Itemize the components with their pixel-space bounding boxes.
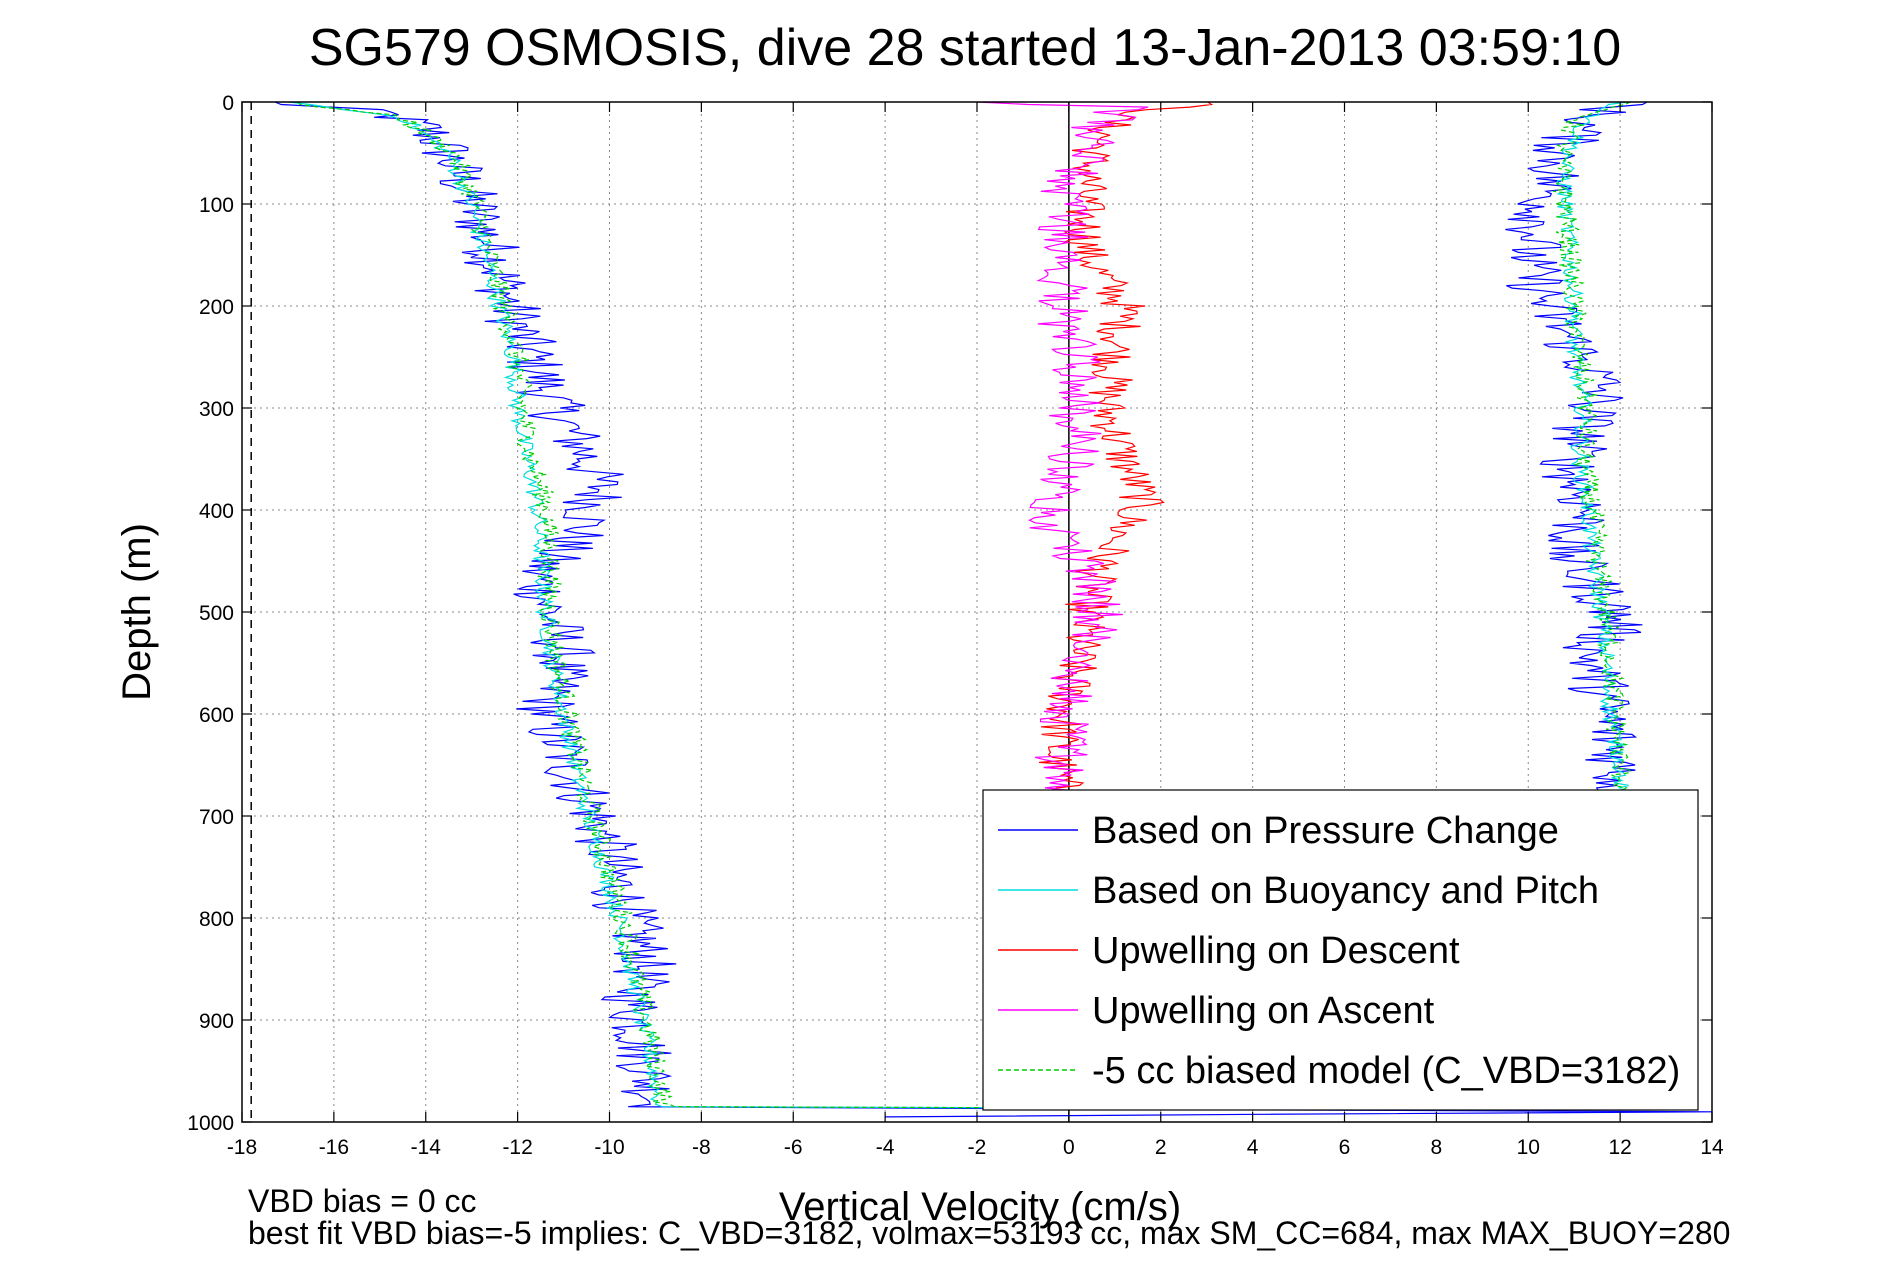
- y-tick-label: 0: [222, 92, 234, 115]
- reference-lines: [250, 102, 1070, 1122]
- y-tick-label: 800: [199, 908, 234, 931]
- legend-box: [982, 789, 1699, 1111]
- legend-label-2: Upwelling on Descent: [1092, 930, 1460, 972]
- ascent-line-model: [1552, 102, 1632, 797]
- ascent-line-buoyancy_pitch: [1556, 102, 1629, 797]
- x-tick-label: 14: [1700, 1136, 1724, 1159]
- x-tick-label: -14: [411, 1136, 442, 1159]
- y-tick-label: 400: [199, 500, 234, 523]
- legend-label-3: Upwelling on Ascent: [1092, 990, 1435, 1032]
- x-tick-label: 6: [1339, 1136, 1351, 1159]
- legend: Based on Pressure Change Based on Buoyanc…: [982, 789, 1699, 1111]
- y-tick-label: 900: [199, 1010, 234, 1033]
- y-tick-label: 300: [199, 398, 234, 421]
- y-tick-label: 500: [199, 602, 234, 625]
- series-line-4: [297, 102, 1667, 1111]
- x-tick-label: -2: [968, 1136, 987, 1159]
- footnote-vbd-bias: VBD bias = 0 cc: [248, 1183, 477, 1219]
- x-tick-label: -18: [227, 1136, 257, 1159]
- x-tick-label: 10: [1517, 1136, 1540, 1159]
- x-tick-label: -8: [692, 1136, 711, 1159]
- y-tick-label: 100: [199, 194, 234, 217]
- x-tick-label: 2: [1155, 1136, 1167, 1159]
- legend-label-0: Based on Pressure Change: [1092, 810, 1559, 852]
- x-tick-label: 12: [1608, 1136, 1631, 1159]
- x-tick-label: -12: [502, 1136, 532, 1159]
- y-tick-label: 1000: [187, 1112, 234, 1135]
- x-tick-label: 8: [1431, 1136, 1443, 1159]
- y-axis-label: Depth (m): [115, 523, 159, 701]
- y-tick-label: 200: [199, 296, 234, 319]
- series-group: [274, 102, 1712, 1118]
- legend-label-4: -5 cc biased model (C_VBD=3182): [1092, 1050, 1680, 1092]
- x-tick-label: 4: [1247, 1136, 1259, 1159]
- legend-label-1: Based on Buoyancy and Pitch: [1092, 870, 1599, 912]
- x-tick-label: -6: [784, 1136, 803, 1159]
- axis-ticks: -18 -16 -14 -12 -10 -8 -6 -4 -2 0 2 4 6 8 10 12 14 0 100 20…: [187, 92, 1724, 1159]
- series-line-0: [274, 102, 1712, 1118]
- y-tick-label: 600: [199, 704, 234, 727]
- footnote-best-fit: best fit VBD bias=-5 implies: C_VBD=3182…: [248, 1215, 1730, 1251]
- chart-title: SG579 OSMOSIS, dive 28 started 13-Jan-20…: [309, 19, 1621, 77]
- x-tick-label: -16: [319, 1136, 349, 1159]
- x-tick-label: 0: [1063, 1136, 1075, 1159]
- x-tick-label: -10: [594, 1136, 624, 1159]
- ascent-line-pressure_change: [1505, 102, 1648, 797]
- x-axis-label: Vertical Velocity (cm/s): [779, 1185, 1181, 1229]
- x-tick-label: -4: [876, 1136, 895, 1159]
- series-line-1: [288, 102, 1690, 1111]
- y-tick-label: 700: [199, 806, 234, 829]
- series-line-2: [1039, 102, 1214, 797]
- series-line-3: [976, 102, 1149, 797]
